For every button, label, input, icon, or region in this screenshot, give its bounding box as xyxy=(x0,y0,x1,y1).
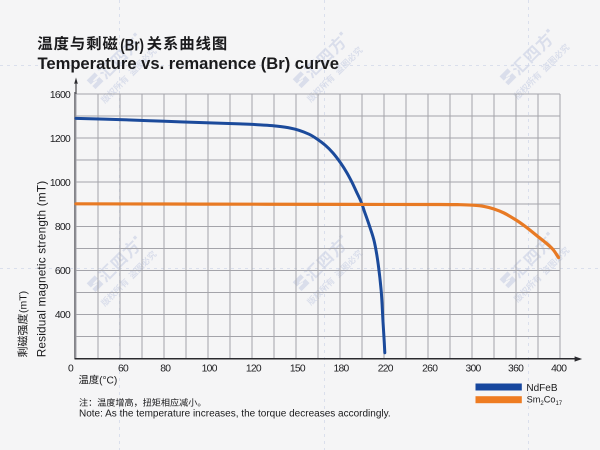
svg-text:Note: As the temperature incre: Note: As the temperature increases, the … xyxy=(79,408,391,419)
svg-text:100: 100 xyxy=(202,364,218,375)
svg-text:180: 180 xyxy=(333,364,349,375)
svg-text:300: 300 xyxy=(465,364,481,375)
svg-text:260: 260 xyxy=(422,364,438,375)
svg-text:1000: 1000 xyxy=(50,178,71,189)
svg-text:1200: 1200 xyxy=(50,134,71,145)
svg-text:360: 360 xyxy=(508,364,524,375)
svg-text:600: 600 xyxy=(55,266,71,277)
svg-text:80: 80 xyxy=(160,364,171,375)
svg-text:60: 60 xyxy=(118,364,129,375)
svg-text:150: 150 xyxy=(290,364,306,375)
svg-text:220: 220 xyxy=(378,364,394,375)
svg-text:0: 0 xyxy=(68,364,74,375)
svg-text:1600: 1600 xyxy=(50,90,71,101)
svg-text:800: 800 xyxy=(55,222,71,233)
svg-text:NdFeB: NdFeB xyxy=(526,383,557,394)
svg-text:Temperature vs. remanence (Br): Temperature vs. remanence (Br) curve xyxy=(38,54,340,73)
svg-text:(Br): (Br) xyxy=(120,36,144,54)
svg-text:(°C): (°C) xyxy=(99,375,117,386)
svg-text:120: 120 xyxy=(246,364,262,375)
svg-text:(mT): (mT) xyxy=(18,291,30,313)
svg-text:400: 400 xyxy=(55,310,71,321)
svg-text:Residual magnetic strength (mT: Residual magnetic strength (mT) xyxy=(34,181,48,358)
svg-text:400: 400 xyxy=(551,364,567,375)
svg-text:Sm2Co17: Sm2Co17 xyxy=(527,394,563,407)
